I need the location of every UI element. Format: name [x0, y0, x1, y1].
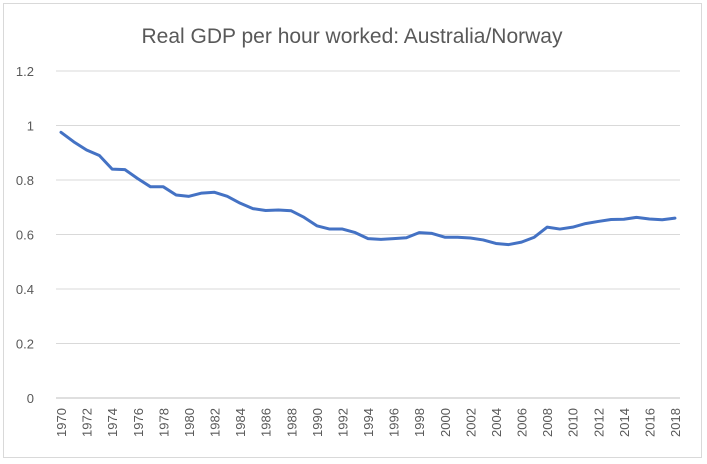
y-tick-label: 1	[27, 119, 34, 134]
x-tick-label: 2018	[668, 408, 683, 437]
chart-title: Real GDP per hour worked: Australia/Norw…	[142, 25, 563, 48]
x-tick-label: 1970	[54, 408, 69, 437]
x-tick-label: 1988	[284, 408, 299, 437]
y-tick-label: 0.6	[16, 228, 34, 243]
x-tick-label: 1990	[310, 408, 325, 437]
x-tick-label: 1982	[208, 408, 223, 437]
y-axis-ticks: 0 0.2 0.4 0.6 0.8 1 1.2	[16, 64, 34, 406]
x-tick-label: 2014	[617, 408, 632, 437]
y-tick-label: 0.4	[16, 282, 34, 297]
x-tick-label: 2016	[642, 408, 657, 437]
series-group	[59, 130, 677, 247]
y-tick-label: 1.2	[16, 64, 34, 79]
y-tick-label: 0.2	[16, 337, 34, 352]
x-tick-label: 2006	[515, 408, 530, 437]
x-tick-label: 1992	[335, 408, 350, 437]
x-tick-label: 2004	[489, 408, 504, 437]
x-tick-label: 1984	[233, 408, 248, 437]
y-tick-label: 0	[27, 391, 34, 406]
series-line	[59, 130, 677, 247]
x-tick-label: 1978	[156, 408, 171, 437]
x-tick-label: 1996	[387, 408, 402, 437]
x-tick-label: 1994	[361, 408, 376, 437]
x-tick-label: 1998	[412, 408, 427, 437]
x-tick-label: 1974	[105, 408, 120, 437]
x-tick-label: 2002	[463, 408, 478, 437]
x-tick-label: 1980	[182, 408, 197, 437]
x-axis-ticks: 1970 1972 1974 1976 1978 1980 1982 1984 1986 1988…	[54, 408, 683, 437]
x-tick-label: 1972	[80, 408, 95, 437]
x-tick-label: 2012	[591, 408, 606, 437]
x-tick-label: 2000	[438, 408, 453, 437]
x-tick-label: 1976	[131, 408, 146, 437]
x-tick-label: 2008	[540, 408, 555, 437]
gridlines	[56, 70, 680, 399]
y-tick-label: 0.8	[16, 173, 34, 188]
x-tick-label: 2010	[566, 408, 581, 437]
x-tick-label: 1986	[259, 408, 274, 437]
